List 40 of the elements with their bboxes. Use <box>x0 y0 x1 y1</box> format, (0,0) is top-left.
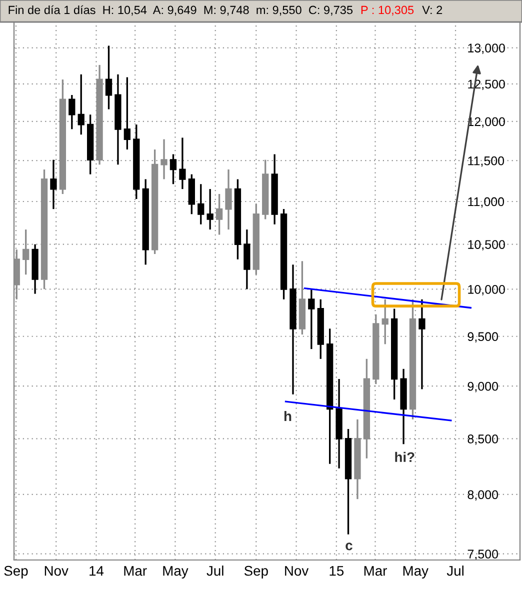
x-tick-label: Jul <box>446 566 464 576</box>
y-tick-label: 8,000 <box>468 490 498 501</box>
y-tick-label: 9,000 <box>468 382 498 392</box>
x-tick-label: Nov <box>285 566 309 576</box>
candlestick <box>170 153 177 185</box>
chart-subtitle: P : 10,305 <box>361 6 414 16</box>
annotation: hi? <box>395 452 414 462</box>
x-tick-label: Sep <box>244 566 268 579</box>
candlestick <box>308 288 315 350</box>
candlestick <box>206 188 214 230</box>
candlestick <box>105 44 112 110</box>
candlestick <box>198 183 204 226</box>
y-tick-label: 11,500 <box>468 156 504 167</box>
x-tick-label: May <box>403 566 428 579</box>
candlestick <box>160 138 168 180</box>
x-tick-label: 14 <box>90 566 104 576</box>
y-tick-label: 8,500 <box>468 434 498 445</box>
y-tick-label: 10,000 <box>468 284 505 296</box>
x-tick-label: Mar <box>364 566 387 576</box>
candlestick <box>50 158 57 210</box>
y-tick-label: 9,500 <box>468 332 498 343</box>
y-tick-label: 13,000 <box>468 44 505 54</box>
x-tick-label: 15 <box>330 566 344 576</box>
annotation: h <box>284 410 292 422</box>
x-tick-label: May <box>163 566 188 579</box>
y-tick-label: 11,000 <box>468 197 504 208</box>
candlestick <box>78 74 84 136</box>
y-tick-label: 10,500 <box>468 240 505 250</box>
y-tick-label: 7,500 <box>468 550 498 560</box>
x-tick-label: Mar <box>124 566 147 576</box>
x-tick-label: Jul <box>206 566 224 576</box>
candlestick <box>68 94 76 130</box>
text: V: 2 <box>422 6 442 14</box>
annotation: c <box>346 542 352 550</box>
candlestick <box>124 76 131 150</box>
candlestick <box>179 136 186 190</box>
x-tick-label: Nov <box>44 566 68 576</box>
x-tick-label: Sep <box>4 566 28 579</box>
candlestick <box>418 298 426 390</box>
chart-title: Fin de día 1 días H: 10,54 A: 9,649 M: 9,748 m: 9,550 C: 9,735 <box>8 5 353 16</box>
